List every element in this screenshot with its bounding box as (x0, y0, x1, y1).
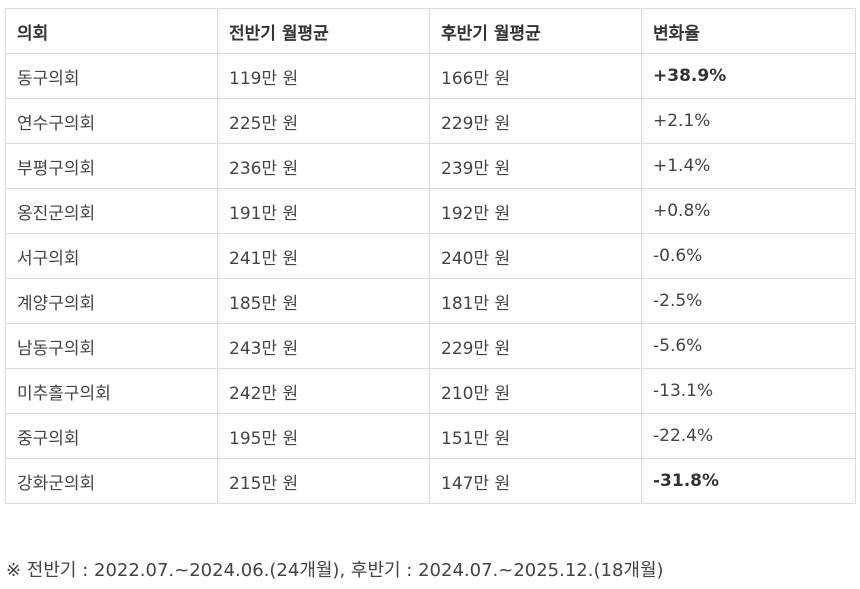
cell-council: 연수구의회 (5, 98, 218, 144)
cell-second-half: 229만 원 (429, 323, 642, 369)
cell-change: -13.1% (641, 368, 856, 414)
cell-change: -2.5% (641, 278, 856, 324)
council-salary-table: 의회 전반기 월평균 후반기 월평균 변화율 동구의회 119만 원 166만 원 +… (5, 8, 856, 504)
cell-first-half: 195만 원 (217, 413, 430, 459)
cell-council: 중구의회 (5, 413, 218, 459)
cell-council: 서구의회 (5, 233, 218, 279)
cell-second-half: 181만 원 (429, 278, 642, 324)
cell-council: 강화군의회 (5, 458, 218, 504)
table-row: 계양구의회 185만 원 181만 원 -2.5% (5, 278, 856, 324)
cell-second-half: 210만 원 (429, 368, 642, 414)
cell-second-half: 166만 원 (429, 53, 642, 99)
cell-council: 미추홀구의회 (5, 368, 218, 414)
cell-change: +2.1% (641, 98, 856, 144)
cell-council: 옹진군의회 (5, 188, 218, 234)
cell-second-half: 240만 원 (429, 233, 642, 279)
cell-first-half: 215만 원 (217, 458, 430, 504)
cell-second-half: 239만 원 (429, 143, 642, 189)
table-row: 중구의회 195만 원 151만 원 -22.4% (5, 413, 856, 459)
table-row: 연수구의회 225만 원 229만 원 +2.1% (5, 98, 856, 144)
cell-change: +38.9% (641, 53, 856, 99)
cell-council: 부평구의회 (5, 143, 218, 189)
header-change-rate: 변화율 (641, 8, 856, 54)
cell-change: -31.8% (641, 458, 856, 504)
header-second-half-average: 후반기 월평균 (429, 8, 642, 54)
cell-change: -22.4% (641, 413, 856, 459)
cell-first-half: 119만 원 (217, 53, 430, 99)
cell-first-half: 185만 원 (217, 278, 430, 324)
cell-change: +1.4% (641, 143, 856, 189)
header-council: 의회 (5, 8, 218, 54)
cell-council: 계양구의회 (5, 278, 218, 324)
table-row: 부평구의회 236만 원 239만 원 +1.4% (5, 143, 856, 189)
table-row: 옹진군의회 191만 원 192만 원 +0.8% (5, 188, 856, 234)
cell-change: -5.6% (641, 323, 856, 369)
table-row: 남동구의회 243만 원 229만 원 -5.6% (5, 323, 856, 369)
cell-council: 동구의회 (5, 53, 218, 99)
table-row: 동구의회 119만 원 166만 원 +38.9% (5, 53, 856, 99)
footnote: ※ 전반기 : 2022.07.~2024.06.(24개월), 후반기 : 2… (6, 560, 664, 581)
cell-first-half: 241만 원 (217, 233, 430, 279)
cell-change: +0.8% (641, 188, 856, 234)
table-header-row: 의회 전반기 월평균 후반기 월평균 변화율 (5, 8, 856, 54)
cell-first-half: 242만 원 (217, 368, 430, 414)
cell-second-half: 192만 원 (429, 188, 642, 234)
cell-first-half: 243만 원 (217, 323, 430, 369)
cell-second-half: 151만 원 (429, 413, 642, 459)
header-first-half-average: 전반기 월평균 (217, 8, 430, 54)
cell-change: -0.6% (641, 233, 856, 279)
table-row: 강화군의회 215만 원 147만 원 -31.8% (5, 458, 856, 504)
cell-council: 남동구의회 (5, 323, 218, 369)
table-row: 미추홀구의회 242만 원 210만 원 -13.1% (5, 368, 856, 414)
table-row: 서구의회 241만 원 240만 원 -0.6% (5, 233, 856, 279)
cell-first-half: 236만 원 (217, 143, 430, 189)
cell-first-half: 225만 원 (217, 98, 430, 144)
cell-second-half: 229만 원 (429, 98, 642, 144)
table-body: 동구의회 119만 원 166만 원 +38.9% 연수구의회 225만 원 229만 원 +… (5, 53, 856, 504)
cell-first-half: 191만 원 (217, 188, 430, 234)
cell-second-half: 147만 원 (429, 458, 642, 504)
